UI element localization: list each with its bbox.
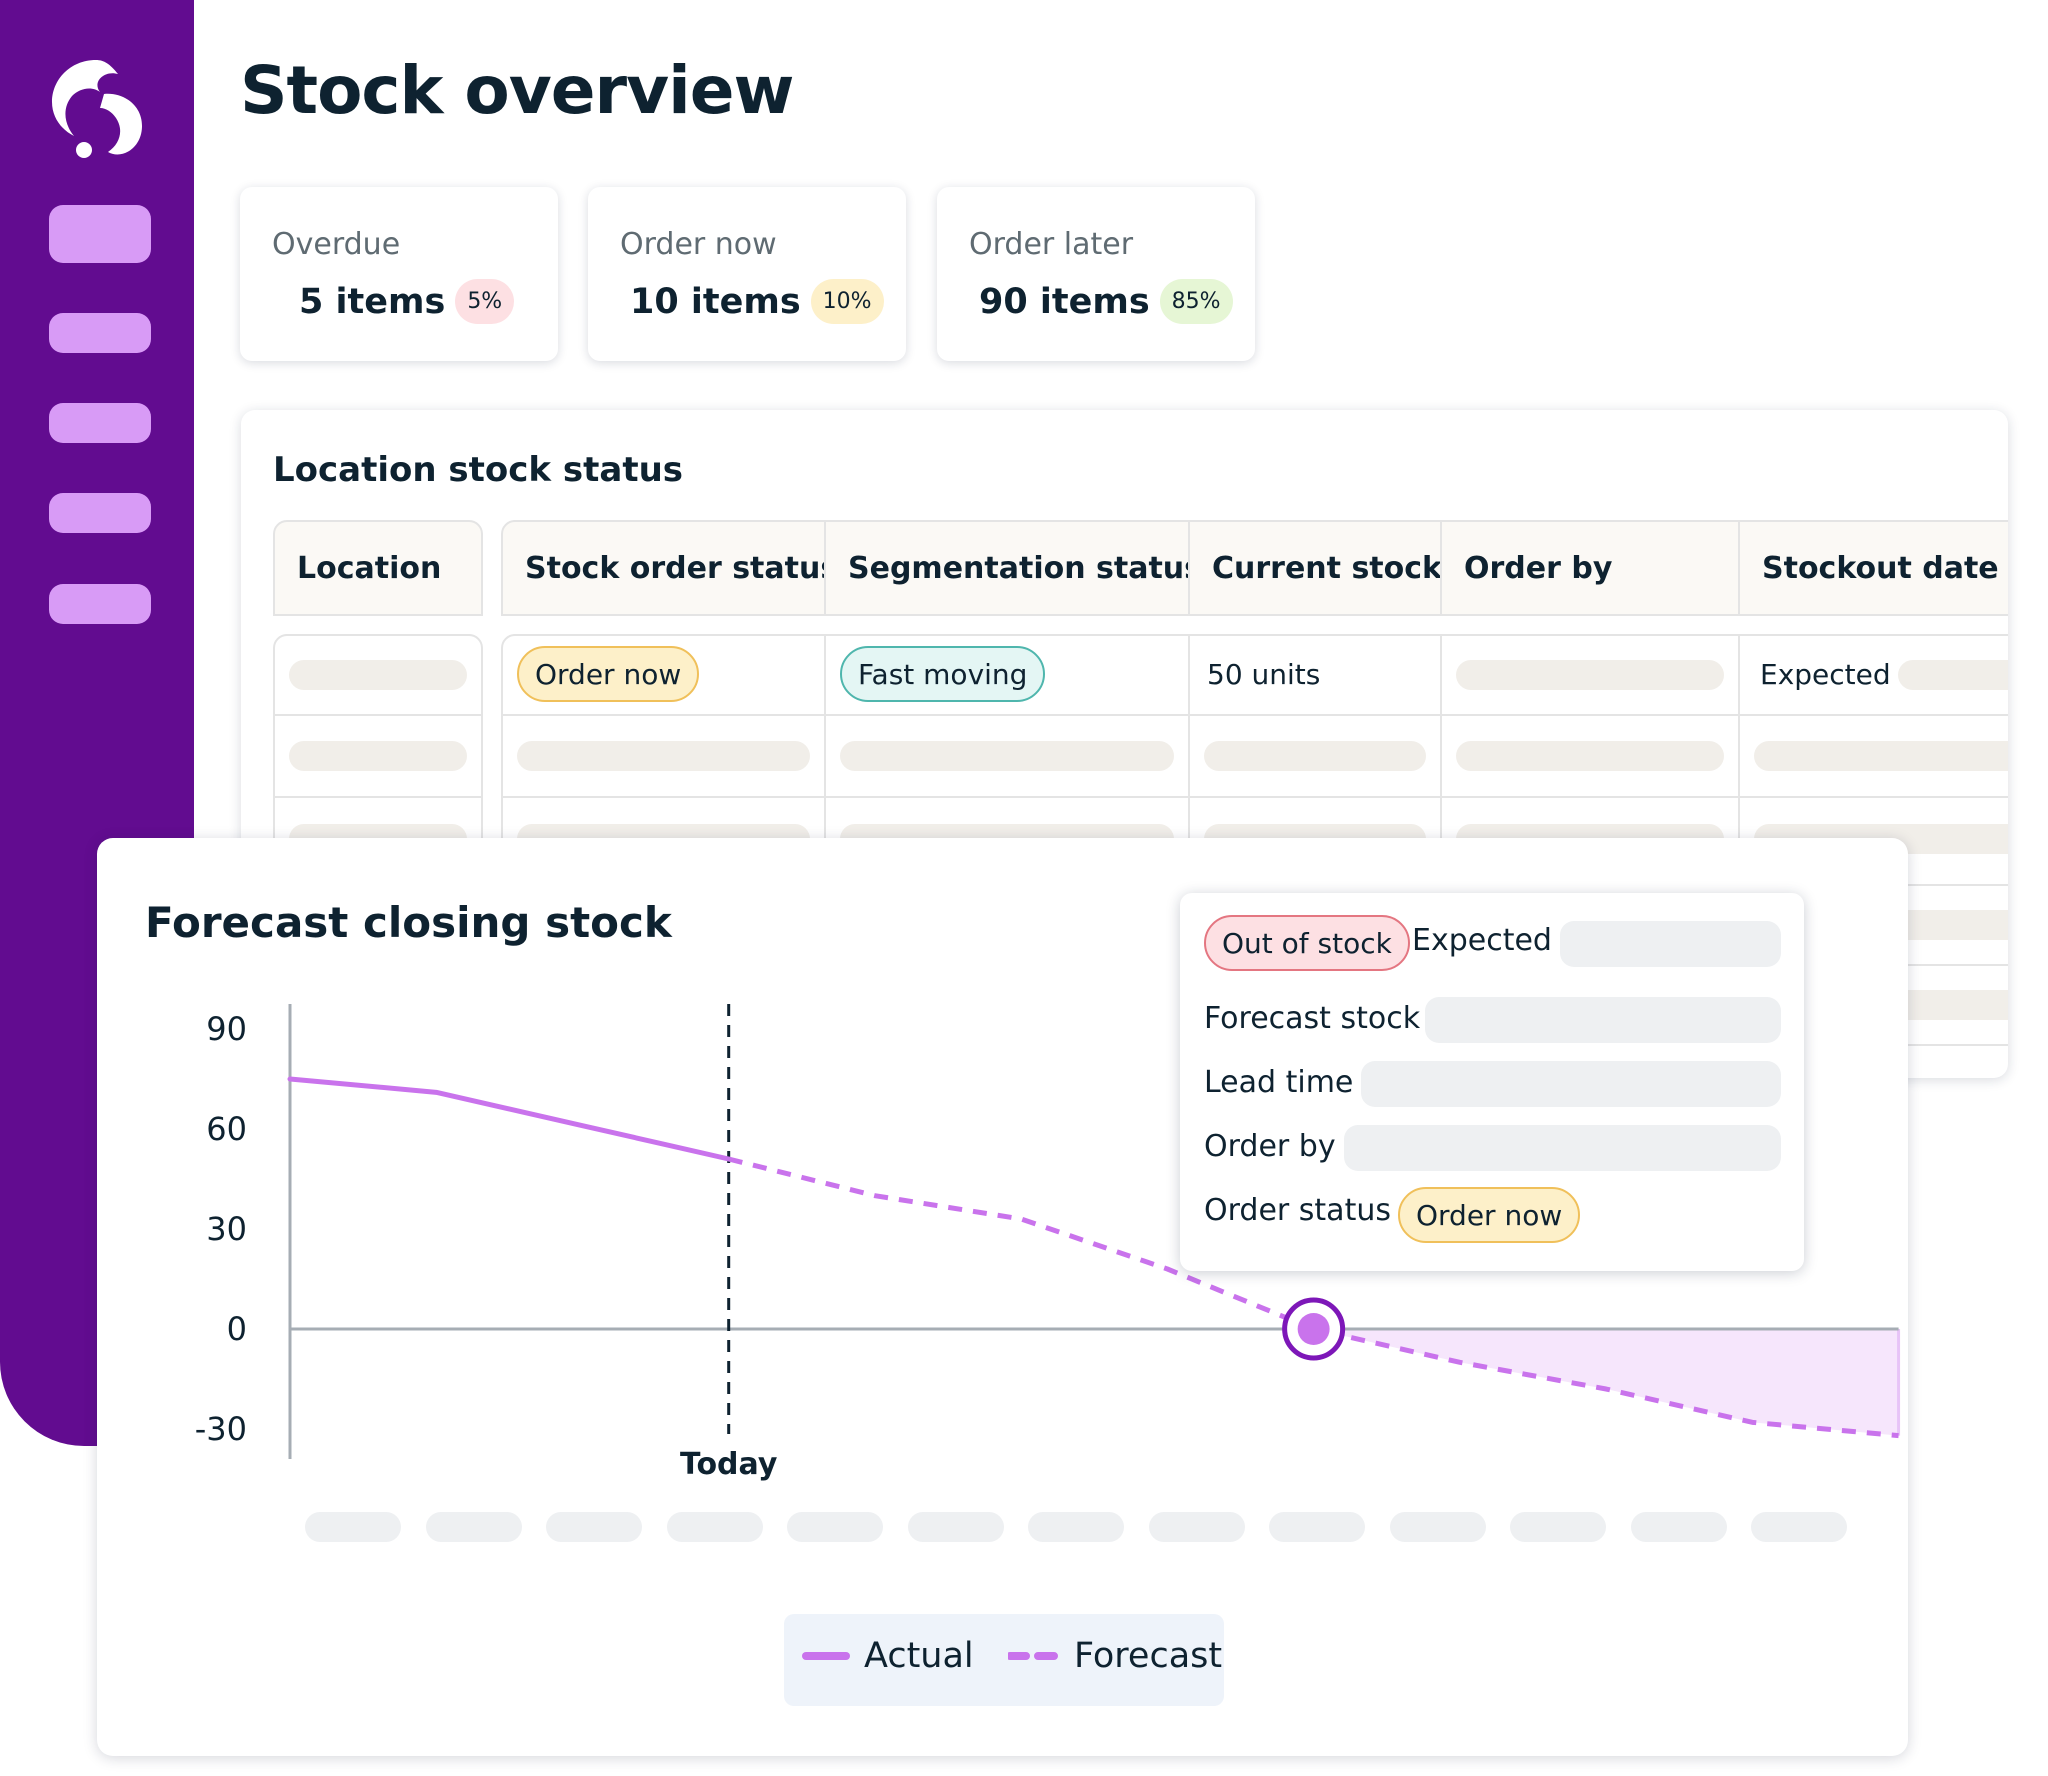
x-axis-label-placeholder xyxy=(1269,1512,1365,1542)
legend-label-actual: Actual xyxy=(864,1636,974,1676)
x-axis-label-placeholder xyxy=(1389,1512,1486,1542)
nav-item-4[interactable] xyxy=(49,493,151,533)
x-axis-label-placeholder xyxy=(787,1512,883,1542)
column-header-current-stock[interactable]: Current stock xyxy=(1188,520,1442,616)
card-count: 5 items xyxy=(299,281,446,322)
card-label: Order now xyxy=(620,227,777,262)
column-header-stockout-date[interactable]: Stockout date xyxy=(1738,520,2008,616)
column-header-location[interactable]: Location xyxy=(273,520,483,616)
x-axis-label-placeholder xyxy=(546,1512,642,1542)
order-by-placeholder xyxy=(1456,660,1724,690)
stock-order-status-badge[interactable]: Order now xyxy=(517,646,700,702)
card-value: 5 items 5% xyxy=(299,279,515,324)
lead-time-label: Lead time xyxy=(1204,1065,1354,1100)
forecast-panel: Forecast closing stock 90 60 30 0 -30 Today O… xyxy=(97,838,1908,1756)
forecast-stock-placeholder xyxy=(1425,997,1781,1043)
order-by-placeholder xyxy=(1344,1125,1781,1171)
nav-item-2[interactable] xyxy=(49,313,151,353)
placeholder xyxy=(1754,741,2008,771)
column-header-segmentation-status[interactable]: Segmentation status xyxy=(824,520,1202,616)
current-stock-value: 50 units xyxy=(1207,658,1321,691)
card-value: 90 items 85% xyxy=(979,279,1233,324)
stockout-date-value: Expected xyxy=(1760,658,1891,691)
placeholder xyxy=(1456,741,1724,771)
legend-label-forecast: Forecast xyxy=(1074,1636,1223,1676)
location-placeholder xyxy=(289,660,467,690)
placeholder xyxy=(840,741,1174,771)
column-header-stock-order-status[interactable]: Stock order status xyxy=(501,520,838,616)
stockout-area xyxy=(1313,1329,1899,1436)
card-count: 10 items xyxy=(630,281,801,322)
order-by-label: Order by xyxy=(1204,1129,1336,1164)
x-axis-label-placeholder xyxy=(1751,1512,1847,1542)
segmentation-status-badge[interactable]: Fast moving xyxy=(840,646,1046,702)
nav-item-1[interactable] xyxy=(49,205,151,263)
page-title: Stock overview xyxy=(240,52,794,129)
card-label: Overdue xyxy=(272,227,401,262)
x-axis-label-placeholder xyxy=(305,1512,401,1542)
x-axis-label-placeholder xyxy=(907,1512,1004,1542)
y-tick-label: 60 xyxy=(206,1110,247,1148)
x-axis-label-placeholder xyxy=(1148,1512,1245,1542)
brand-logo-icon[interactable] xyxy=(44,52,148,164)
y-tick-label: 0 xyxy=(227,1310,247,1348)
y-tick-label: -30 xyxy=(195,1410,247,1448)
legend-item-forecast[interactable]: Forecast xyxy=(1008,1636,1222,1676)
placeholder xyxy=(289,741,467,771)
card-label: Order later xyxy=(969,227,1134,262)
out-of-stock-badge: Out of stock xyxy=(1204,915,1410,971)
stockout-date-placeholder xyxy=(1898,660,2008,690)
row-divider xyxy=(273,714,483,716)
today-label: Today xyxy=(680,1447,778,1482)
nav-item-5[interactable] xyxy=(49,584,151,624)
x-axis-label-placeholder xyxy=(1630,1512,1727,1542)
nav-item-3[interactable] xyxy=(49,403,151,443)
card-percent-badge: 85% xyxy=(1159,279,1233,324)
forecast-stock-label: Forecast stock xyxy=(1204,1001,1421,1036)
chart-legend: Actual Forecast xyxy=(784,1614,1224,1706)
summary-card-overdue[interactable]: Overdue 5 items 5% xyxy=(240,187,558,361)
legend-swatch-dashed xyxy=(1008,1652,1060,1660)
card-percent-badge: 10% xyxy=(810,279,884,324)
order-status-badge: Order now xyxy=(1398,1187,1581,1243)
table-title: Location stock status xyxy=(273,450,684,490)
actual-series-line xyxy=(287,1076,732,1162)
row-divider xyxy=(273,796,483,798)
expected-label: Expected xyxy=(1412,923,1552,958)
card-value: 10 items 10% xyxy=(630,279,884,324)
legend-item-actual[interactable]: Actual xyxy=(802,1636,974,1676)
card-percent-badge: 5% xyxy=(455,279,515,324)
forecast-chart: 90 60 30 0 -30 Today xyxy=(195,1004,1901,1482)
order-status-label: Order status xyxy=(1204,1193,1391,1228)
placeholder xyxy=(1204,741,1426,771)
summary-card-order-later[interactable]: Order later 90 items 85% xyxy=(937,187,1255,361)
card-count: 90 items xyxy=(979,281,1150,322)
legend-swatch-solid xyxy=(802,1652,850,1660)
x-axis-label-placeholder xyxy=(1510,1512,1606,1542)
row-divider xyxy=(501,714,2008,716)
placeholder xyxy=(517,741,810,771)
forecast-title: Forecast closing stock xyxy=(145,898,672,947)
x-axis-label-placeholder xyxy=(1028,1512,1124,1542)
y-tick-label: 90 xyxy=(206,1010,247,1048)
x-axis-label-placeholder xyxy=(666,1512,763,1542)
expected-placeholder xyxy=(1560,921,1781,967)
column-header-order-by[interactable]: Order by xyxy=(1440,520,1740,616)
stockout-point xyxy=(1297,1313,1330,1345)
row-divider xyxy=(501,796,2008,798)
lead-time-placeholder xyxy=(1361,1061,1781,1107)
forecast-tooltip: Out of stock Expected Forecast stock Lea… xyxy=(1180,893,1804,1271)
summary-card-order-now[interactable]: Order now 10 items 10% xyxy=(588,187,906,361)
y-tick-label: 30 xyxy=(206,1210,247,1248)
x-axis-label-placeholder xyxy=(425,1512,522,1542)
